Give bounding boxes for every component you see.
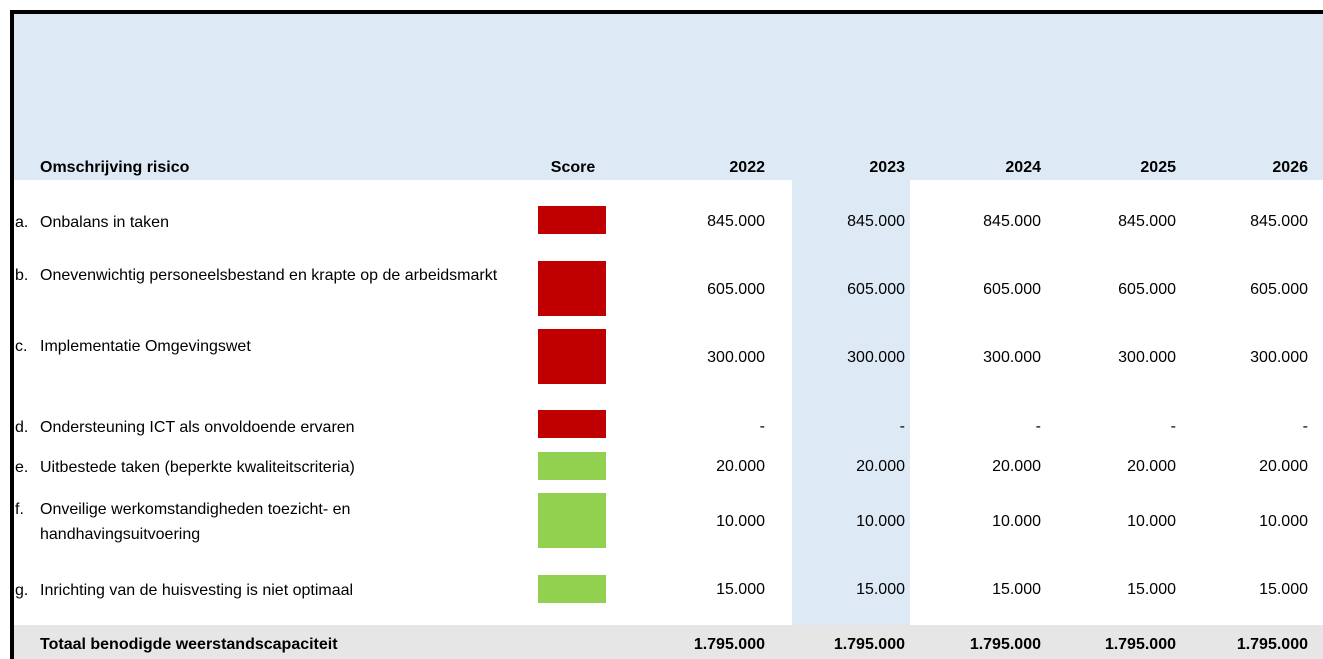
row-value: 605.000 — [1250, 281, 1308, 298]
row-value: 15.000 — [992, 581, 1041, 598]
row-value: 20.000 — [1127, 458, 1176, 475]
row-value: 10.000 — [1259, 513, 1308, 530]
row-value: 605.000 — [847, 281, 905, 298]
total-value: 1.795.000 — [693, 636, 765, 653]
header-cell: Omschrijving risico — [40, 159, 190, 176]
score-box — [538, 575, 606, 603]
header-cell: 2026 — [1272, 159, 1308, 176]
row-value: 10.000 — [1127, 513, 1176, 530]
score-box — [538, 206, 606, 234]
row-value: - — [1035, 418, 1041, 435]
row-value: - — [1170, 418, 1176, 435]
row-value: 300.000 — [707, 349, 765, 366]
border-top — [10, 10, 1323, 14]
row-letter: b. — [15, 267, 29, 284]
row-value: 15.000 — [1127, 581, 1176, 598]
row-value: - — [899, 418, 905, 435]
row-label: Ondersteuning ICT als onvoldoende ervare… — [40, 419, 355, 436]
header-cell: Score — [550, 159, 596, 176]
row-value: 300.000 — [983, 349, 1041, 366]
row-value: 20.000 — [716, 458, 765, 475]
total-label: Totaal benodigde weerstandscapaciteit — [40, 636, 338, 653]
row-value: 605.000 — [707, 281, 765, 298]
total-value: 1.795.000 — [1104, 636, 1176, 653]
row-value: 605.000 — [1118, 281, 1176, 298]
row-value: 845.000 — [983, 213, 1041, 230]
row-letter: f. — [15, 501, 24, 518]
highlight-column — [792, 14, 910, 625]
header-cell: 2023 — [869, 159, 905, 176]
score-box — [538, 452, 606, 480]
row-value: 15.000 — [1259, 581, 1308, 598]
row-letter: g. — [15, 582, 29, 599]
score-box — [538, 329, 606, 384]
row-value: 300.000 — [1250, 349, 1308, 366]
score-box — [538, 493, 606, 548]
border-left — [10, 10, 14, 659]
row-label: Onveilige werkomstandigheden toezicht- e… — [40, 501, 351, 543]
total-value: 1.795.000 — [833, 636, 905, 653]
row-value: 845.000 — [847, 213, 905, 230]
row-label: Implementatie Omgevingswet — [40, 338, 251, 355]
row-value: - — [759, 418, 765, 435]
row-value: 15.000 — [856, 581, 905, 598]
row-label: Inrichting van de huisvesting is niet op… — [40, 582, 354, 599]
row-letter: a. — [15, 214, 29, 231]
row-value: 10.000 — [716, 513, 765, 530]
total-band — [14, 625, 1323, 659]
row-value: 300.000 — [847, 349, 905, 366]
row-value: 605.000 — [983, 281, 1041, 298]
row-value: 845.000 — [1118, 213, 1176, 230]
header-cell: 2022 — [729, 159, 765, 176]
row-value: - — [1302, 418, 1308, 435]
row-value: 10.000 — [992, 513, 1041, 530]
row-label: Onevenwichtig personeelsbestand en krapt… — [40, 267, 498, 284]
row-value: 845.000 — [707, 213, 765, 230]
row-letter: e. — [15, 459, 29, 476]
row-value: 20.000 — [1259, 458, 1308, 475]
row-letter: d. — [15, 419, 29, 436]
row-value: 10.000 — [856, 513, 905, 530]
row-letter: c. — [15, 338, 28, 355]
row-value: 20.000 — [856, 458, 905, 475]
total-value: 1.795.000 — [969, 636, 1041, 653]
row-label: Onbalans in taken — [40, 214, 169, 231]
row-value: 20.000 — [992, 458, 1041, 475]
score-box — [538, 410, 606, 438]
header-band — [14, 14, 1323, 180]
row-label: Uitbestede taken (beperkte kwaliteitscri… — [40, 459, 355, 476]
score-box — [538, 261, 606, 316]
row-value: 15.000 — [716, 581, 765, 598]
row-value: 845.000 — [1250, 213, 1308, 230]
total-value: 1.795.000 — [1236, 636, 1308, 653]
row-value: 300.000 — [1118, 349, 1176, 366]
header-cell: 2024 — [1005, 159, 1041, 176]
header-cell: 2025 — [1140, 159, 1176, 176]
